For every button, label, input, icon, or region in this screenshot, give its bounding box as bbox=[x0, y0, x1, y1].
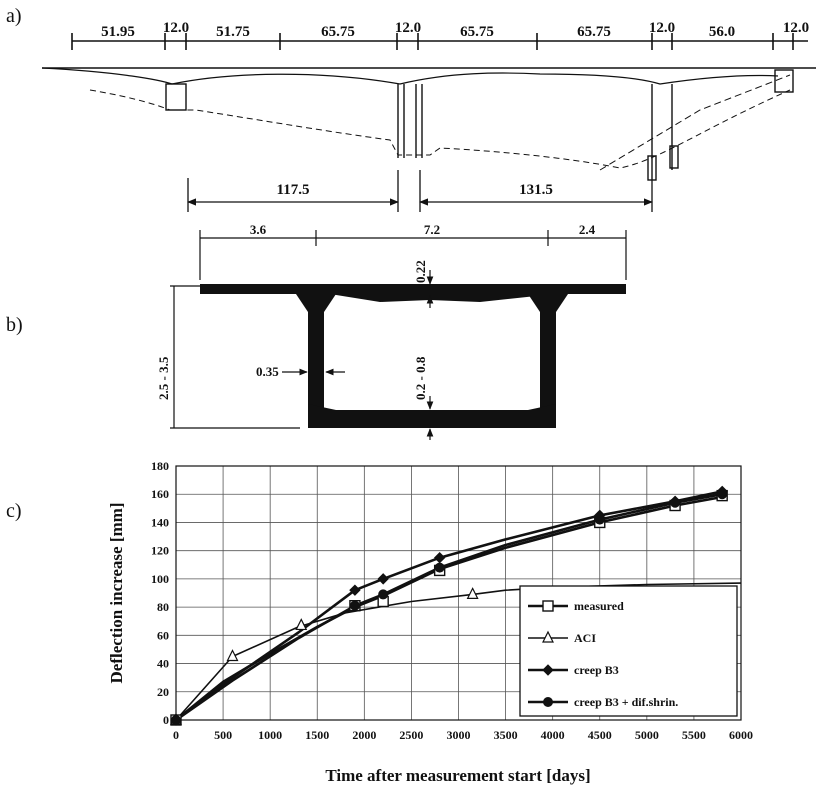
marker-aci bbox=[226, 649, 239, 662]
deflection-chart: 0 500 1000 1500 2000 2500 3000 3500 4000 4500 5000… bbox=[107, 459, 753, 785]
y-tick-label: 20 bbox=[157, 685, 169, 699]
y-tick-label: 0 bbox=[163, 713, 169, 727]
marker-creep-b3-dif-shrin bbox=[543, 697, 553, 707]
web-thickness-label: 0.35 bbox=[256, 364, 279, 379]
marker-creep-b3-dif-shrin bbox=[434, 562, 445, 573]
y-tick-label: 80 bbox=[157, 600, 169, 614]
y-axis-label: Deflection increase [mm] bbox=[107, 503, 126, 684]
x-tick-labels: 0 500 1000 1500 2000 2500 3000 3500 4000 4500 5000… bbox=[173, 728, 753, 742]
panel-label-b: b) bbox=[6, 314, 23, 336]
marker-creep-b3 bbox=[542, 664, 554, 676]
y-tick-label: 180 bbox=[151, 459, 169, 473]
panel-label-a: a) bbox=[6, 5, 22, 27]
x-tick-label: 0 bbox=[173, 728, 179, 742]
x-tick-label: 5000 bbox=[635, 728, 659, 742]
series-markers bbox=[170, 485, 728, 726]
ground-profile bbox=[89, 89, 791, 169]
deck-soffit-curve bbox=[41, 67, 779, 85]
marker-creep-b3-dif-shrin bbox=[594, 514, 605, 525]
marker-creep-b3 bbox=[433, 552, 446, 564]
marker-measured bbox=[542, 600, 554, 612]
legend-entry-label: measured bbox=[574, 599, 624, 613]
series-line-creep-b3 bbox=[175, 490, 723, 722]
marker-aci bbox=[542, 630, 554, 643]
panel-label-c: c) bbox=[6, 500, 22, 522]
legend-entry-label: creep B3 + dif.shrin. bbox=[574, 695, 678, 709]
marker-aci bbox=[295, 618, 308, 631]
span-label-left: 117.5 bbox=[277, 182, 310, 198]
x-tick-label: 4500 bbox=[588, 728, 612, 742]
y-tick-labels: 0 20 40 60 80 100 120 140 160 180 bbox=[151, 459, 169, 727]
dim-label: 12.0 bbox=[783, 20, 809, 36]
x-tick-label: 500 bbox=[214, 728, 232, 742]
plot-area-frame bbox=[175, 465, 742, 721]
piers bbox=[165, 69, 794, 181]
section-height-label: 2.5 - 3.5 bbox=[156, 356, 171, 400]
y-tick-label: 160 bbox=[151, 487, 169, 501]
bottom-slab-label: 0.2 - 0.8 bbox=[413, 356, 428, 400]
y-tick-label: 40 bbox=[157, 657, 169, 671]
x-tick-label: 2500 bbox=[399, 728, 423, 742]
top-dimension-ticks bbox=[71, 33, 794, 50]
x-tick-label: 1000 bbox=[258, 728, 282, 742]
legend: measured ACI creep B3 creep B3 + dif.shrin. bbox=[519, 585, 738, 717]
section-dim-label: 7.2 bbox=[424, 222, 440, 237]
dim-label: 56.0 bbox=[709, 24, 735, 40]
x-tick-label: 3500 bbox=[494, 728, 518, 742]
span-label-right: 131.5 bbox=[519, 182, 553, 198]
y-tick-label: 60 bbox=[157, 628, 169, 642]
dim-label: 51.75 bbox=[216, 24, 250, 40]
dim-label: 51.95 bbox=[101, 24, 135, 40]
marker-aci bbox=[466, 587, 479, 600]
series-line-creep-b3-dif-shrin bbox=[175, 492, 723, 722]
y-tick-label: 140 bbox=[151, 515, 169, 529]
dim-label: 12.0 bbox=[395, 20, 421, 36]
ground-profile-right bbox=[599, 74, 791, 171]
x-tick-label: 3000 bbox=[447, 728, 471, 742]
dim-label: 65.75 bbox=[460, 24, 494, 40]
marker-creep-b3-dif-shrin bbox=[378, 589, 389, 600]
marker-creep-b3 bbox=[349, 584, 361, 596]
legend-entry-label: ACI bbox=[574, 631, 596, 645]
marker-creep-b3-dif-shrin bbox=[717, 489, 728, 500]
dim-label: 12.0 bbox=[163, 20, 189, 36]
box-girder-section: 3.6 7.2 2.4 0.22 2.5 - 3.5 0.35 0.2 - 0.… bbox=[156, 222, 627, 440]
marker-creep-b3-dif-shrin bbox=[670, 497, 681, 508]
x-tick-label: 2000 bbox=[352, 728, 376, 742]
legend-entry-label: creep B3 bbox=[574, 663, 619, 677]
dim-label: 65.75 bbox=[577, 24, 611, 40]
marker-creep-b3-dif-shrin bbox=[171, 715, 181, 725]
flange-thickness-label: 0.22 bbox=[413, 260, 428, 283]
bridge-elevation bbox=[41, 33, 816, 212]
box-webs-and-bottom-slab bbox=[308, 294, 556, 428]
x-tick-label: 4000 bbox=[541, 728, 565, 742]
top-flange bbox=[200, 284, 626, 302]
dim-label: 65.75 bbox=[321, 24, 355, 40]
x-tick-label: 6000 bbox=[729, 728, 753, 742]
x-axis-label: Time after measurement start [days] bbox=[325, 766, 590, 785]
section-dim-label: 3.6 bbox=[250, 222, 267, 237]
x-tick-label: 5500 bbox=[682, 728, 706, 742]
marker-creep-b3-dif-shrin bbox=[349, 600, 360, 611]
y-tick-label: 120 bbox=[151, 544, 169, 558]
marker-creep-b3 bbox=[377, 573, 389, 585]
dim-label: 12.0 bbox=[649, 20, 675, 36]
legend-box bbox=[519, 585, 738, 717]
top-dimension-labels: 51.95 12.0 51.75 65.75 12.0 65.75 65.75 … bbox=[101, 20, 809, 198]
x-tick-label: 1500 bbox=[305, 728, 329, 742]
y-tick-label: 100 bbox=[151, 572, 169, 586]
section-dim-label: 2.4 bbox=[579, 222, 596, 237]
